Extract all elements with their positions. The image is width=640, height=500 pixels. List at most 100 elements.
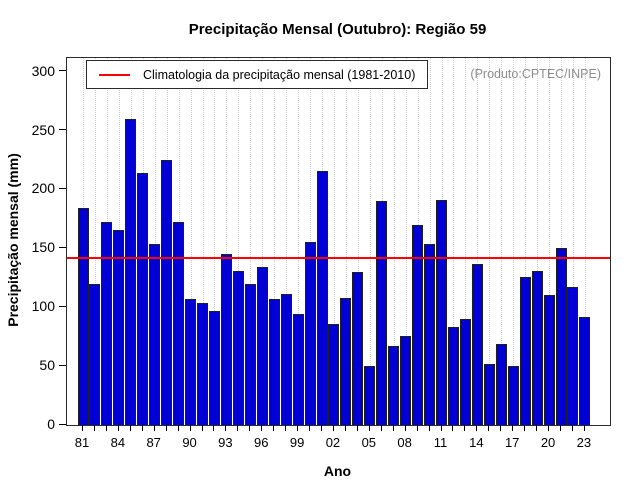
x-tick-2008 bbox=[404, 425, 406, 431]
x-tick-2013 bbox=[464, 425, 466, 431]
y-axis-title: Precipitação mensal (mm) bbox=[5, 153, 21, 327]
x-tick-1993 bbox=[225, 425, 227, 431]
x-tick-1998 bbox=[285, 425, 287, 431]
x-tick-2014 bbox=[476, 425, 478, 431]
x-tick-1982 bbox=[93, 425, 95, 431]
y-tick-100 bbox=[59, 305, 66, 307]
gridline-2021 bbox=[561, 58, 562, 425]
x-tick-label-2023: 23 bbox=[576, 435, 592, 450]
x-tick-2016 bbox=[500, 425, 502, 431]
x-tick-2003 bbox=[344, 425, 346, 431]
x-tick-1996 bbox=[261, 425, 263, 431]
gridline-2020 bbox=[549, 58, 551, 425]
bar-1987 bbox=[149, 243, 161, 425]
bar-2007 bbox=[388, 346, 400, 425]
x-tick-label-2014: 14 bbox=[469, 435, 484, 450]
bar-1996 bbox=[256, 267, 268, 425]
gridline-2002 bbox=[333, 58, 335, 425]
gridline-1996 bbox=[262, 58, 264, 425]
x-tick-label-1987: 87 bbox=[146, 435, 161, 450]
bar-2017 bbox=[507, 366, 519, 425]
x-tick-2000 bbox=[309, 425, 311, 431]
bar-2006 bbox=[376, 201, 388, 425]
y-tick-200 bbox=[59, 187, 66, 189]
x-tick-1984 bbox=[117, 425, 119, 431]
x-tick-2021 bbox=[560, 425, 561, 431]
bar-1995 bbox=[244, 283, 256, 425]
x-tick-label-2005: 05 bbox=[361, 435, 377, 450]
gridline-2000 bbox=[310, 58, 312, 425]
x-tick-1981 bbox=[82, 425, 83, 431]
legend-label: Climatologia da precipitação mensal (198… bbox=[143, 67, 416, 82]
bar-2011 bbox=[436, 200, 447, 425]
y-tick-250 bbox=[59, 129, 66, 130]
gridline-2018 bbox=[525, 58, 527, 425]
bar-1997 bbox=[268, 299, 280, 425]
gridline-2013 bbox=[465, 58, 467, 425]
x-tick-2015 bbox=[488, 425, 490, 431]
bar-2001 bbox=[316, 170, 328, 425]
x-tick-label-1993: 93 bbox=[218, 435, 233, 450]
bar-1998 bbox=[280, 294, 292, 425]
gridline-1999 bbox=[298, 58, 300, 425]
chart-title: Precipitação Mensal (Outubro): Região 59 bbox=[188, 21, 487, 38]
gridline-1992 bbox=[214, 58, 216, 425]
legend-red-line-sample bbox=[99, 73, 130, 76]
y-tick-label-300: 300 bbox=[31, 62, 55, 79]
x-tick-label-1999: 99 bbox=[289, 435, 305, 450]
bar-2022 bbox=[567, 287, 579, 425]
x-tick-1983 bbox=[105, 425, 107, 431]
y-tick-label-50: 50 bbox=[39, 357, 55, 374]
gridline-2015 bbox=[489, 58, 491, 425]
x-tick-2012 bbox=[452, 425, 454, 431]
y-tick-label-0: 0 bbox=[47, 416, 55, 432]
bar-1999 bbox=[292, 314, 304, 425]
y-tick-label-200: 200 bbox=[31, 180, 55, 197]
x-tick-1986 bbox=[141, 425, 143, 431]
bar-1981 bbox=[77, 208, 89, 425]
x-tick-1999 bbox=[297, 425, 299, 431]
bar-2004 bbox=[352, 271, 364, 425]
producer-annotation: (Produto:CPTEC/INPE) bbox=[470, 67, 601, 81]
gridline-1991 bbox=[202, 58, 204, 425]
bar-2020 bbox=[543, 295, 555, 425]
bar-2016 bbox=[495, 343, 507, 425]
bar-2010 bbox=[424, 243, 436, 425]
x-tick-label-1996: 96 bbox=[254, 435, 269, 450]
x-tick-2010 bbox=[428, 425, 430, 431]
x-tick-2005 bbox=[368, 425, 370, 431]
x-tick-2006 bbox=[380, 425, 382, 431]
x-tick-1989 bbox=[177, 425, 179, 431]
x-tick-label-1984: 84 bbox=[110, 435, 126, 450]
bar-2019 bbox=[531, 270, 543, 425]
gridline-1998 bbox=[286, 58, 288, 425]
x-tick-label-2002: 02 bbox=[325, 435, 341, 450]
y-tick-300 bbox=[59, 70, 66, 72]
x-tick-1990 bbox=[189, 425, 191, 431]
x-tick-2022 bbox=[571, 425, 573, 431]
x-tick-label-2017: 17 bbox=[504, 435, 520, 450]
gridline-2010 bbox=[429, 58, 431, 425]
x-axis-title: Ano bbox=[323, 463, 352, 479]
gridline-2004 bbox=[357, 58, 359, 425]
gridline-1987 bbox=[154, 58, 156, 425]
bar-2023 bbox=[579, 316, 591, 425]
bar-1990 bbox=[185, 299, 197, 425]
gridline-2016 bbox=[501, 58, 503, 425]
y-tick-label-100: 100 bbox=[31, 298, 55, 315]
bar-1991 bbox=[197, 302, 208, 425]
bar-1986 bbox=[137, 172, 149, 425]
gridline-2005 bbox=[369, 58, 371, 425]
bar-2013 bbox=[459, 319, 471, 425]
bar-1993 bbox=[220, 254, 232, 425]
x-tick-1997 bbox=[273, 425, 275, 431]
gridline-2022 bbox=[572, 58, 574, 425]
x-tick-label-2020: 20 bbox=[540, 435, 556, 450]
gridline-2023 bbox=[584, 58, 586, 425]
bar-2014 bbox=[471, 263, 483, 425]
bar-2003 bbox=[340, 297, 352, 425]
plot-area: Climatologia da precipitação mensal (198… bbox=[66, 57, 611, 426]
x-tick-2018 bbox=[524, 425, 526, 431]
y-tick-0 bbox=[59, 423, 66, 425]
bar-1994 bbox=[232, 270, 244, 425]
